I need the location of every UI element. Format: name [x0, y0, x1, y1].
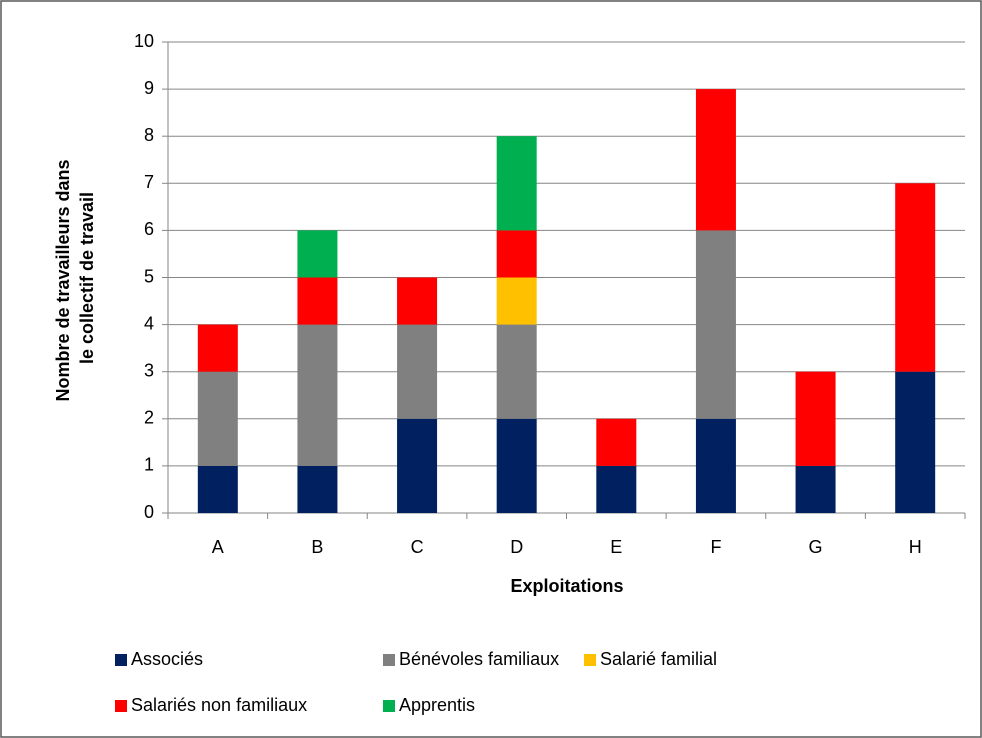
bar-segment	[695, 230, 736, 419]
y-tick-label: 9	[144, 78, 154, 98]
x-tick-label: E	[610, 537, 622, 557]
y-tick-label: 0	[144, 502, 154, 522]
y-axis-title-line: le collectif de travail	[77, 192, 97, 364]
y-tick-label: 8	[144, 125, 154, 145]
bar-segment	[197, 371, 238, 466]
y-tick-label: 2	[144, 408, 154, 428]
bar-segment	[496, 324, 537, 419]
x-tick-label: G	[809, 537, 823, 557]
bar-segment	[596, 418, 637, 466]
legend-label: Salariés non familiaux	[131, 695, 307, 715]
bar-segment	[397, 277, 438, 325]
y-tick-label: 10	[134, 31, 154, 51]
bar-segment	[496, 230, 537, 278]
bar-segment	[795, 371, 836, 466]
legend-swatch	[115, 700, 127, 712]
bar-segment	[895, 371, 936, 513]
bar-segment	[297, 465, 338, 513]
legend-swatch	[383, 700, 395, 712]
bar-segment	[496, 136, 537, 231]
legend-label: Associés	[131, 649, 203, 669]
x-tick-label: B	[311, 537, 323, 557]
legend-swatch	[584, 654, 596, 666]
bar-segment	[895, 183, 936, 372]
bar-segment	[397, 324, 438, 419]
legend-label: Apprentis	[399, 695, 475, 715]
y-axis-title-line: Nombre de travailleurs dans	[53, 159, 73, 401]
y-tick-label: 3	[144, 360, 154, 380]
x-tick-label: A	[212, 537, 224, 557]
y-tick-label: 1	[144, 455, 154, 475]
bar-segment	[496, 418, 537, 513]
bar-segment	[795, 465, 836, 513]
y-axis-title: Nombre de travailleurs dans le collectif…	[53, 154, 97, 401]
bar-segment	[197, 324, 238, 372]
x-tick-label: H	[909, 537, 922, 557]
x-axis-title: Exploitations	[510, 576, 623, 596]
bar-segment	[297, 324, 338, 466]
y-tick-label: 4	[144, 313, 154, 333]
legend-label: Bénévoles familiaux	[399, 649, 559, 669]
bar-segment	[496, 277, 537, 325]
bar-segment	[297, 230, 338, 278]
bar-segment	[596, 465, 637, 513]
legend-label: Salarié familial	[600, 649, 717, 669]
bar-segment	[695, 89, 736, 231]
legend-swatch	[115, 654, 127, 666]
x-tick-label: D	[510, 537, 523, 557]
y-tick-label: 5	[144, 266, 154, 286]
y-tick-label: 7	[144, 172, 154, 192]
bar-segment	[197, 465, 238, 513]
x-tick-label: C	[411, 537, 424, 557]
bar-segment	[297, 277, 338, 325]
y-tick-label: 6	[144, 219, 154, 239]
legend-swatch	[383, 654, 395, 666]
x-tick-label: F	[710, 537, 721, 557]
bar-segment	[695, 418, 736, 513]
bar-segment	[397, 418, 438, 513]
